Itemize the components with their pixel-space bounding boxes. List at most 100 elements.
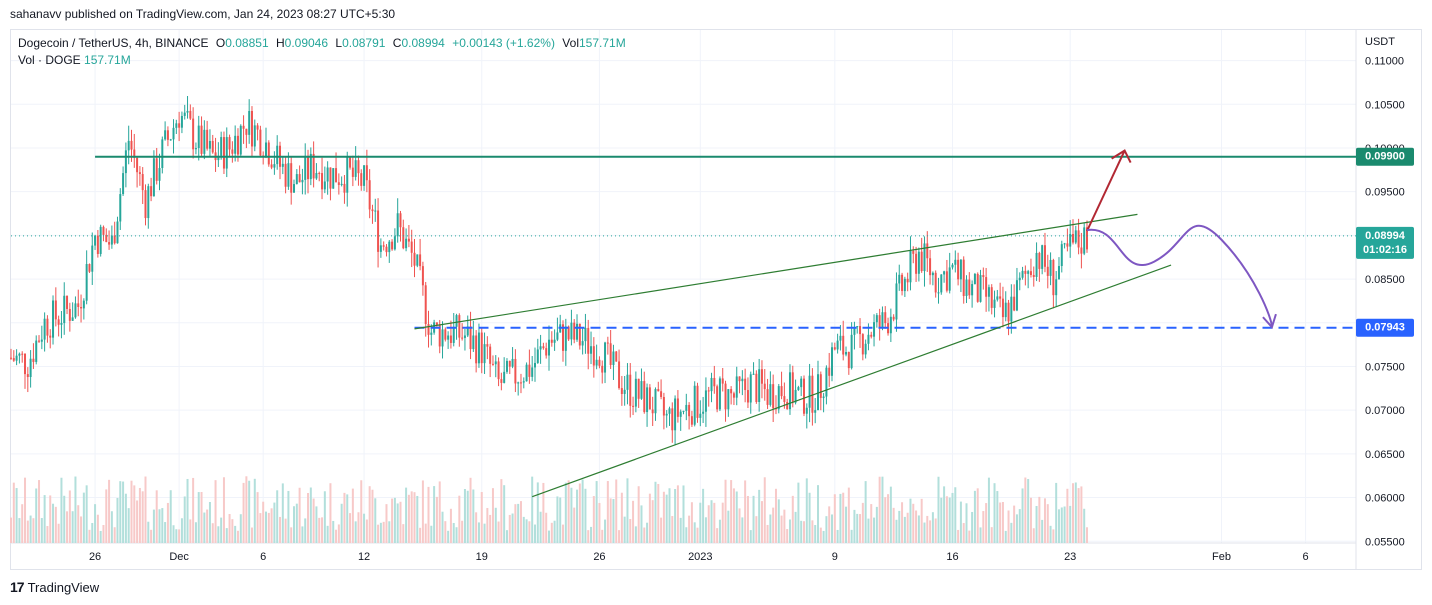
volume-bar	[477, 522, 480, 543]
volume-bar	[528, 521, 531, 543]
candle-body	[298, 174, 301, 183]
candle-body	[612, 351, 615, 366]
candle-body	[192, 118, 195, 150]
current-price-label-text: 01:02:16	[1363, 244, 1407, 256]
volume-bar	[94, 504, 97, 543]
candle-body	[570, 322, 573, 340]
volume-bar	[130, 480, 133, 543]
candle-body	[819, 374, 822, 398]
volume-bar	[197, 492, 200, 543]
candle-body	[657, 389, 660, 392]
volume-bar	[234, 525, 237, 543]
candle-body	[405, 238, 408, 249]
volume-bar	[895, 519, 898, 543]
volume-bar	[982, 511, 985, 543]
volume-bar	[623, 516, 626, 543]
tradingview-brand: TradingView	[27, 579, 100, 595]
volume-bar	[508, 514, 511, 543]
volume-bar	[758, 489, 761, 543]
volume-bar	[505, 530, 508, 543]
candle-body	[794, 389, 797, 403]
tradingview-footer[interactable]: 17 TradingView	[10, 579, 99, 595]
candle-body	[424, 285, 427, 325]
volume-bar	[612, 499, 615, 543]
candle-body	[449, 335, 452, 343]
volume-bar	[595, 481, 598, 543]
candle-body	[447, 335, 450, 340]
candle-body	[668, 408, 671, 414]
candle-body	[281, 163, 284, 167]
volume-bar	[116, 497, 119, 543]
candle-body	[836, 340, 839, 350]
volume-bar	[225, 528, 228, 543]
volume-bar	[503, 485, 506, 543]
volume-bar	[1083, 508, 1086, 543]
candle-body	[52, 300, 55, 338]
candle-body	[640, 381, 643, 399]
volume-bar	[419, 527, 422, 543]
candle-body	[595, 359, 598, 366]
x-tick-label: 12	[358, 551, 370, 563]
candle-body	[1032, 274, 1035, 277]
volume-bar	[780, 515, 783, 543]
volume-bar	[856, 513, 859, 543]
volume-bar	[1032, 528, 1035, 543]
volume-bar	[965, 503, 968, 543]
candle-body	[1004, 302, 1007, 318]
volume-bar	[738, 508, 741, 543]
volume-bar	[410, 491, 413, 543]
candle-body	[40, 339, 43, 342]
volume-bar	[601, 529, 604, 543]
volume-bar	[329, 483, 332, 543]
volume-bar	[1077, 488, 1080, 543]
bearish-projection-arrowhead	[1262, 313, 1277, 330]
candle-body	[934, 272, 937, 293]
volume-bar	[60, 477, 63, 543]
candle-body	[1015, 280, 1018, 311]
candle-body	[716, 386, 719, 410]
volume-bar	[472, 489, 475, 543]
volume-bar	[744, 480, 747, 543]
volume-bar	[727, 510, 730, 543]
candle-body	[357, 160, 360, 174]
candle-body	[287, 163, 290, 187]
candle-body	[220, 137, 223, 156]
candle-body	[301, 179, 304, 183]
chart-frame[interactable]	[10, 29, 1422, 570]
volume-bar	[264, 511, 267, 543]
volume-bar	[713, 502, 716, 543]
candle-body	[138, 172, 141, 175]
candle-body	[1038, 252, 1041, 269]
candle-body	[217, 155, 220, 161]
candle-body	[889, 316, 892, 334]
candle-body	[746, 390, 749, 403]
volume-bar	[716, 528, 719, 543]
volume-bar	[929, 520, 932, 543]
volume-bar	[581, 479, 584, 543]
candle-body	[458, 315, 461, 338]
candle-body	[318, 173, 321, 175]
x-tick-label: 26	[89, 551, 101, 563]
candle-body	[881, 312, 884, 328]
volume-bar	[870, 504, 873, 543]
legend-high-value: 0.09046	[284, 36, 329, 50]
volume-bar	[1035, 505, 1038, 543]
y-tick-label: 0.07000	[1365, 405, 1405, 417]
volume-bar	[937, 476, 940, 543]
candle-body	[354, 160, 357, 177]
candle-body	[976, 273, 979, 302]
candle-body	[399, 213, 402, 228]
candle-body	[267, 142, 270, 165]
volume-bar	[889, 486, 892, 543]
volume-bar	[1086, 527, 1088, 543]
candle-body	[590, 346, 593, 354]
volume-bar	[892, 507, 895, 543]
volume-bar	[783, 509, 786, 543]
candle-body	[363, 165, 366, 186]
volume-bar	[141, 491, 144, 543]
volume-bar	[382, 521, 385, 543]
candle-body	[968, 279, 971, 296]
candle-body	[256, 125, 259, 130]
volume-bar	[562, 524, 565, 543]
